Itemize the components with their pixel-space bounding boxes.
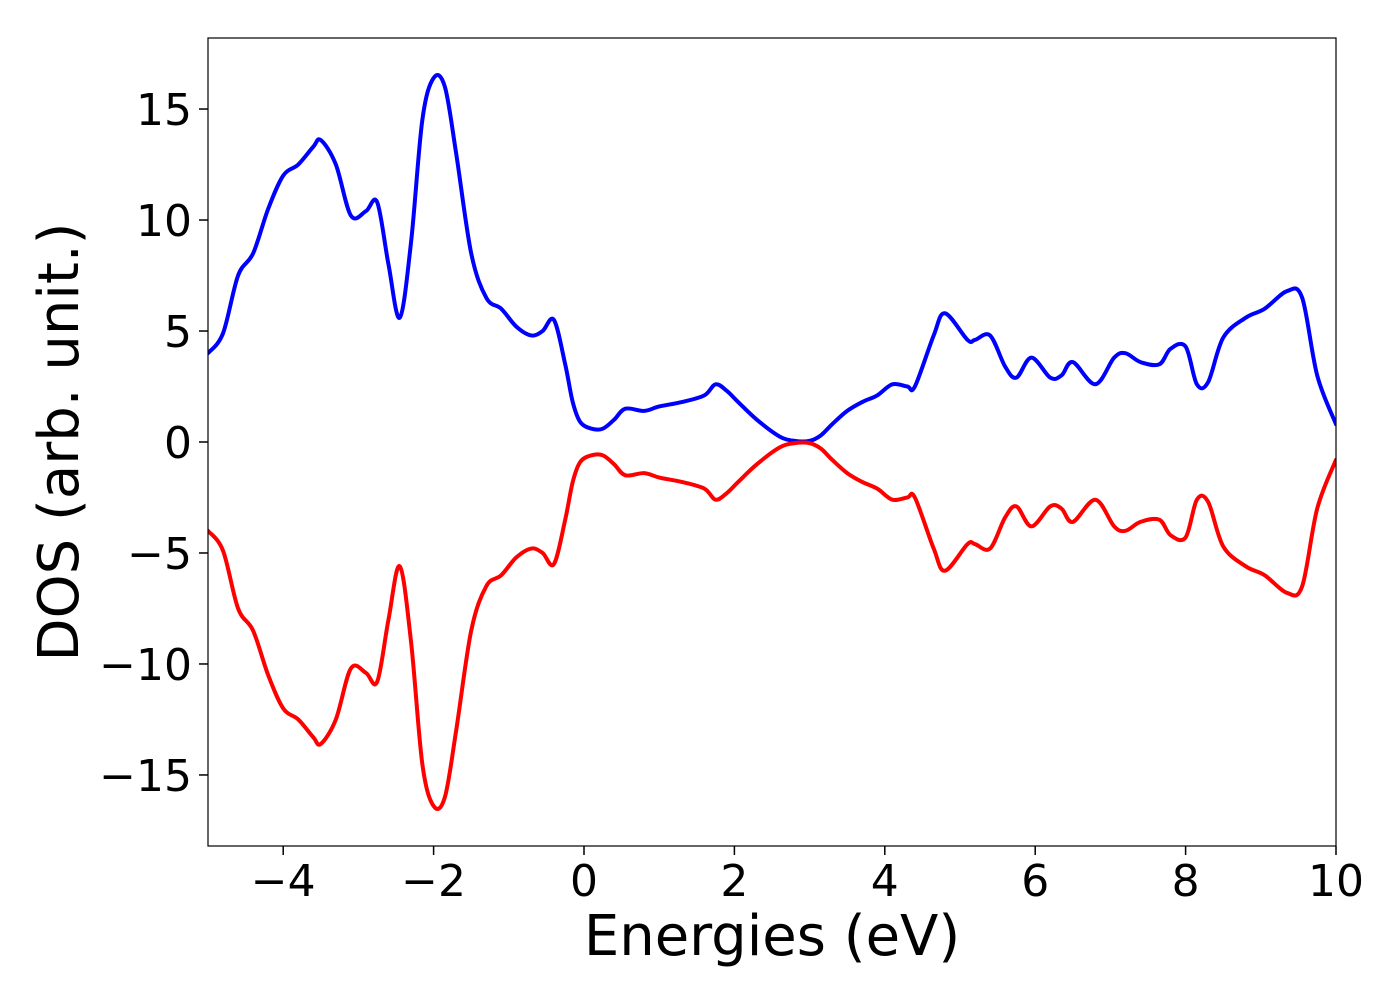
y-tick-label: −10 <box>99 640 192 691</box>
x-tick-label: 4 <box>871 856 899 907</box>
x-axis-title: Energies (eV) <box>584 904 960 969</box>
y-tick-label: 10 <box>136 196 192 247</box>
y-axis-title: DOS (arb. unit.) <box>27 222 92 661</box>
x-tick-label: 8 <box>1172 856 1200 907</box>
x-tick-label: 6 <box>1021 856 1049 907</box>
x-tick-label: 10 <box>1308 856 1364 907</box>
x-tick-label: 0 <box>570 856 598 907</box>
y-tick-label: 5 <box>164 307 192 358</box>
x-tick-label: −2 <box>401 856 466 907</box>
y-tick-label: −15 <box>99 751 192 802</box>
y-axis-ticks: 15 10 5 0 −5 −10 −15 <box>99 85 208 802</box>
y-tick-label: −5 <box>127 529 192 580</box>
x-tick-label: 2 <box>720 856 748 907</box>
series-layer <box>208 73 1336 811</box>
series-line-1 <box>208 73 1336 444</box>
y-tick-label: 0 <box>164 418 192 469</box>
x-axis-ticks: −4 −2 0 2 4 6 8 10 <box>251 846 1364 907</box>
x-tick-label: −4 <box>251 856 316 907</box>
series-line-2 <box>208 440 1336 811</box>
y-tick-label: 15 <box>136 85 192 136</box>
